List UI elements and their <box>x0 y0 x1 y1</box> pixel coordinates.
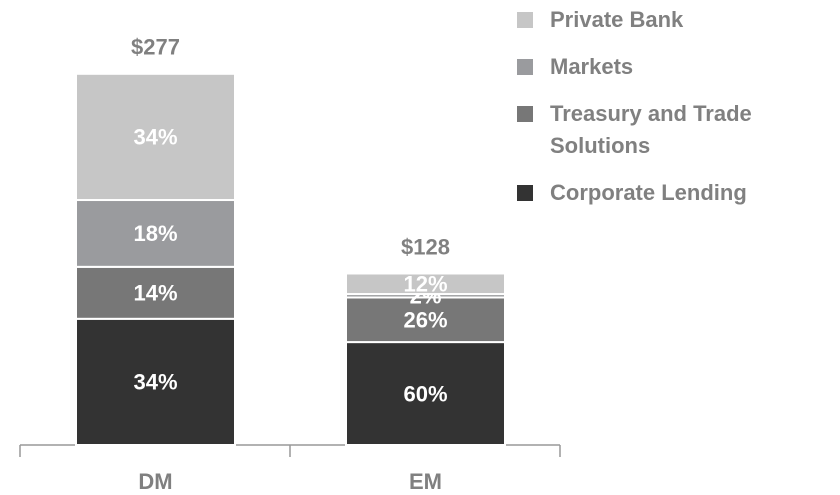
segment-label: 34% <box>133 370 177 395</box>
segment-label: 12% <box>403 272 447 297</box>
legend-label: Treasury and Trade Solutions <box>550 101 752 158</box>
segment-label: 14% <box>133 281 177 306</box>
bar-segment <box>345 341 506 447</box>
legend-swatch <box>517 185 533 201</box>
legend-label: Markets <box>550 54 633 79</box>
segment-label: 18% <box>133 221 177 246</box>
segment-label: 60% <box>403 381 447 406</box>
segment-label: 34% <box>133 125 177 150</box>
bar-segment <box>345 272 506 296</box>
x-tick-label: DM <box>138 469 172 494</box>
x-tick-label: EM <box>409 469 442 494</box>
legend-swatch <box>517 59 533 75</box>
legend-label: Private Bank <box>550 7 684 32</box>
bar-segment <box>75 72 236 202</box>
total-label: $128 <box>401 234 450 259</box>
legend-label: Corporate Lending <box>550 180 747 205</box>
legend-swatch <box>517 106 533 122</box>
bar-segment <box>75 317 236 446</box>
legend-swatch <box>517 12 533 28</box>
segment-label: 26% <box>403 308 447 333</box>
total-label: $277 <box>131 35 180 60</box>
bar-segment <box>75 265 236 320</box>
